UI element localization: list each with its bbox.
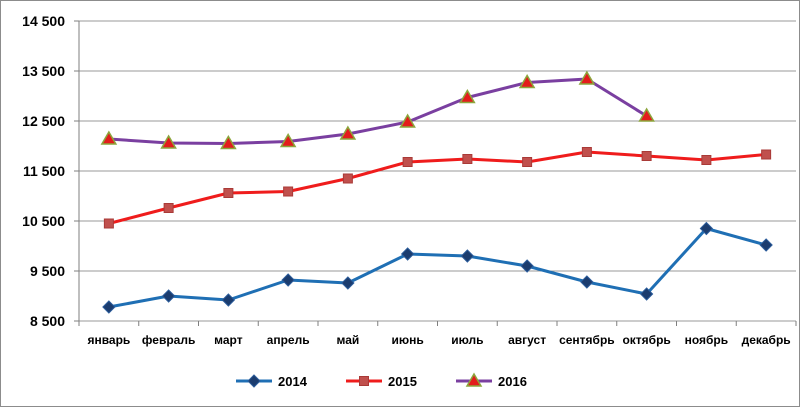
- x-tick-label: сентябрь: [559, 333, 615, 347]
- data-point-2016: [399, 113, 416, 128]
- y-tick-label: 13 500: [22, 63, 65, 79]
- gridlines: [79, 20, 796, 322]
- legend-marker-icon: [465, 372, 483, 387]
- legend-item-2015: 2015: [346, 374, 417, 389]
- y-tick-labels: 8 500 9 500 10 500 11 500 12 500 13 500 14 500: [22, 13, 65, 329]
- legend-marker-icon: [359, 376, 369, 386]
- series-2016: [100, 70, 655, 150]
- x-tick-label: август: [508, 333, 546, 347]
- y-tick-label: 11 500: [23, 163, 65, 179]
- data-point-2016: [279, 133, 297, 148]
- data-point-2016: [220, 135, 237, 150]
- data-point-2015: [701, 155, 712, 165]
- data-point-2016: [518, 74, 536, 89]
- data-point-2014: [639, 287, 654, 301]
- legend-label: 2015: [388, 374, 417, 389]
- x-tick-label: апрель: [267, 333, 310, 347]
- data-point-2015: [163, 203, 174, 213]
- data-point-2014: [699, 221, 714, 236]
- data-point-2016: [339, 125, 357, 140]
- data-point-2014: [400, 247, 415, 261]
- data-point-2014: [520, 259, 534, 273]
- x-tick-label: ноябрь: [685, 333, 729, 347]
- data-point-2015: [641, 151, 652, 161]
- data-point-2016: [100, 130, 118, 145]
- data-point-2015: [761, 149, 772, 160]
- legend: 2014 2015 2016: [236, 372, 527, 389]
- data-point-2015: [402, 157, 413, 167]
- x-tick-label: июнь: [392, 333, 424, 347]
- data-point-2015: [581, 147, 592, 157]
- legend-item-2016: 2016: [456, 372, 527, 389]
- x-tick-label: май: [336, 333, 359, 347]
- data-point-2016: [160, 134, 177, 149]
- data-point-2015: [462, 154, 473, 164]
- data-point-2015: [522, 157, 533, 167]
- data-point-2016: [638, 107, 655, 122]
- legend-item-2014: 2014: [236, 374, 308, 389]
- legend-label: 2016: [498, 374, 527, 389]
- data-point-2014: [460, 249, 475, 263]
- y-tick-label: 9 500: [30, 263, 65, 279]
- data-point-2015: [283, 186, 294, 197]
- data-point-2015: [223, 188, 234, 198]
- x-tick-label: июль: [451, 333, 483, 347]
- data-point-2014: [221, 293, 236, 307]
- series-line-2016: [108, 77, 648, 145]
- y-tick-label: 14 500: [22, 13, 65, 29]
- x-tick-label: октябрь: [622, 333, 670, 347]
- data-point-2016: [578, 70, 596, 85]
- x-tick-label: февраль: [142, 333, 195, 347]
- axes: [74, 20, 797, 326]
- data-point-2014: [580, 275, 594, 289]
- y-tick-label: 8 500: [30, 313, 65, 329]
- legend-label: 2014: [278, 374, 308, 389]
- x-tick-label: январь: [87, 333, 130, 347]
- data-point-2015: [103, 218, 114, 229]
- x-tick-label: март: [214, 333, 243, 347]
- series-2014: [102, 221, 773, 314]
- x-tick-label: декабрь: [742, 333, 791, 347]
- legend-marker-icon: [247, 374, 261, 388]
- y-tick-label: 10 500: [22, 213, 65, 229]
- data-point-2014: [281, 273, 295, 287]
- series-2015: [103, 147, 772, 229]
- data-point-2014: [341, 276, 355, 290]
- series-line-2015: [108, 150, 767, 225]
- data-point-2016: [459, 89, 476, 104]
- series-lines: [100, 70, 773, 314]
- data-point-2014: [759, 238, 773, 252]
- data-point-2014: [161, 289, 176, 303]
- y-tick-label: 12 500: [22, 113, 65, 129]
- x-tick-labels: январь февраль март апрель май июнь июль август…: [87, 333, 790, 347]
- series-line-2014: [108, 227, 767, 309]
- data-point-2014: [102, 300, 116, 314]
- data-point-2015: [342, 173, 353, 184]
